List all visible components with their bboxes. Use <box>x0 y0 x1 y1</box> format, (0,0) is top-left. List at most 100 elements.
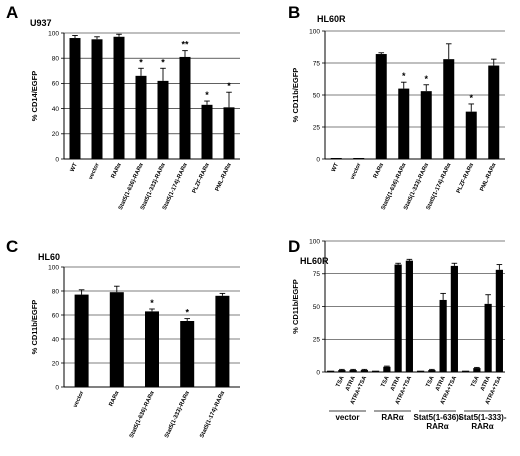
y-tick-label: 100 <box>48 30 59 37</box>
x-category-label: WT <box>70 162 79 173</box>
bar <box>349 370 357 372</box>
y-axis-title: % CD11b/EGFP <box>291 68 300 123</box>
bar <box>405 260 413 372</box>
significance-marker: * <box>185 308 189 318</box>
panel-cell-line: HL60R <box>317 14 346 24</box>
y-axis-title: % CD14/EGFP <box>30 71 39 121</box>
bar <box>353 158 365 159</box>
x-category-label: vector <box>350 162 363 181</box>
bar <box>462 370 470 372</box>
significance-marker: * <box>139 57 143 67</box>
bar <box>145 311 159 387</box>
significance-marker: * <box>161 57 165 67</box>
y-tick-label: 80 <box>52 56 60 63</box>
bar <box>473 368 481 372</box>
x-category-label: vector <box>88 162 101 181</box>
significance-marker: * <box>402 71 406 81</box>
y-tick-label: 100 <box>309 238 320 245</box>
bar <box>338 370 346 372</box>
bar <box>383 366 391 372</box>
x-category-label: RARα <box>108 390 120 408</box>
x-category-label: TSA <box>380 375 391 389</box>
x-category-label: TSA <box>470 375 481 389</box>
bar <box>69 38 81 159</box>
panel-letter: C <box>6 237 18 256</box>
y-tick-label: 20 <box>52 360 60 367</box>
bar <box>495 269 503 372</box>
x-category-label: Stat5(1-636)-RARα <box>381 162 408 211</box>
y-axis-title: % CD11b/EGFP <box>291 279 300 334</box>
x-category-label: PLZF-RARα <box>456 162 475 194</box>
bar <box>157 80 169 159</box>
panel-letter: D <box>288 237 300 256</box>
y-tick-label: 0 <box>55 384 59 391</box>
significance-marker: * <box>150 298 154 308</box>
bar <box>488 65 500 159</box>
bar <box>91 39 103 159</box>
group-label: Stat5(1-636)-RARα <box>413 413 461 431</box>
y-tick-label: 25 <box>313 337 321 344</box>
bar <box>74 294 89 387</box>
group-label: vector <box>335 413 359 422</box>
x-category-label: Stat5(1-333)-RARα <box>140 162 167 211</box>
y-tick-label: 60 <box>52 312 60 319</box>
significance-marker: * <box>227 81 231 91</box>
bar <box>484 303 492 372</box>
significance-marker: * <box>469 93 473 103</box>
bar <box>135 75 147 159</box>
x-category-label: Stat5(1-333)-RARα <box>164 390 191 439</box>
y-tick-label: 0 <box>316 369 320 376</box>
panel-cell-line: HL60 <box>38 252 60 262</box>
bar <box>113 36 125 159</box>
y-tick-label: 100 <box>48 264 59 271</box>
x-category-label: Stat5(1-636)-RARα <box>129 390 156 439</box>
bar <box>372 370 380 372</box>
bar <box>443 59 455 159</box>
x-category-label: Stat5(1-174)-RARα <box>162 162 189 211</box>
bar <box>428 370 436 372</box>
x-category-label: Stat5(1-174)-RARα <box>426 162 453 211</box>
significance-marker: ** <box>181 40 189 50</box>
x-category-label: Stat5(1-636)-RARα <box>118 162 145 211</box>
y-tick-label: 0 <box>55 156 59 163</box>
x-category-label: Stat5(1-174)-RARα <box>199 390 226 439</box>
x-category-label: WT <box>331 162 340 173</box>
y-tick-label: 0 <box>316 156 320 163</box>
bar <box>109 292 124 387</box>
y-tick-label: 60 <box>52 81 60 88</box>
panel-letter: B <box>288 3 300 22</box>
y-tick-label: 20 <box>52 131 60 138</box>
x-category-label: PLZF-RARα <box>192 162 211 194</box>
significance-marker: * <box>205 90 209 100</box>
bar <box>360 370 368 372</box>
bar <box>417 370 425 372</box>
bar <box>330 158 342 159</box>
bar <box>327 370 335 372</box>
x-category-label: PML-RARα <box>215 162 233 192</box>
bar <box>215 295 230 387</box>
bar <box>394 264 402 372</box>
x-category-label: vector <box>73 390 86 409</box>
bar <box>439 299 447 372</box>
x-category-label: Stat5(1-333)-RARα <box>403 162 430 211</box>
bar <box>179 56 191 159</box>
bar <box>180 321 195 387</box>
significance-marker: * <box>424 74 428 84</box>
x-category-label: RARα <box>373 162 385 180</box>
x-category-label: TSA <box>425 375 436 389</box>
y-tick-label: 80 <box>52 288 60 295</box>
bar <box>465 111 477 159</box>
y-tick-label: 40 <box>52 106 60 113</box>
x-category-label: TSA <box>335 375 346 389</box>
bar <box>201 104 213 159</box>
panel-letter: A <box>6 3 18 22</box>
x-category-label: PML-RARα <box>479 162 497 192</box>
x-category-label: RARα <box>111 162 123 180</box>
y-tick-label: 75 <box>313 271 321 278</box>
group-label: Stat5(1-333)-RARα <box>458 413 506 431</box>
y-tick-label: 75 <box>313 60 321 67</box>
bar <box>223 107 235 159</box>
y-tick-label: 50 <box>313 304 321 311</box>
y-tick-label: 40 <box>52 336 60 343</box>
